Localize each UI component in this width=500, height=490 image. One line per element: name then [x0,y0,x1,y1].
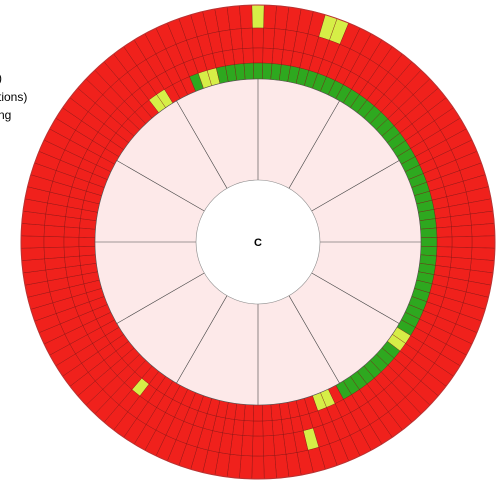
spoke [116,160,205,212]
ring-segment [262,420,274,437]
ring-segment [43,225,65,238]
ring-segment [262,62,273,80]
ring-segment [253,62,263,80]
ring-segment [241,27,254,49]
ring-segment [78,227,96,238]
spoke [176,100,228,189]
ring-segment [252,435,264,457]
ring-segment [252,47,264,64]
ring-segment [471,223,496,237]
ring-segment [63,246,80,258]
ring-segment [79,254,97,266]
center-label: C [254,237,262,249]
ring-segment [419,218,437,230]
ring-segment [451,236,473,248]
spoke [288,100,340,189]
ring-segment [243,62,254,80]
ring-segment [253,404,263,422]
ring-segment [436,246,453,258]
ring-segment [420,227,438,238]
ring-segment [234,63,246,81]
ring-segment [262,47,274,64]
ring-segment [252,420,264,437]
ring-segment [263,4,277,29]
ring-segment [270,403,282,421]
ring-segment [451,246,473,259]
ring-segment [271,419,284,436]
rings [20,4,496,480]
ring-segment [252,27,264,49]
center-hole [195,179,321,305]
ring-segment [64,255,81,268]
spoke [288,295,340,384]
ring-segment [20,247,45,261]
ring-segment [420,237,438,247]
spoke [311,272,400,324]
spoke [311,160,400,212]
ring-segment [436,226,453,238]
ring-segment [78,237,96,247]
ring-segment [20,235,45,249]
ring-segment [43,246,65,259]
ring-segment [63,236,80,248]
spoke [116,272,205,324]
spokes [95,79,421,405]
ring-segment [78,246,96,257]
outer-outline [20,4,496,480]
ring-segment [20,223,45,237]
legend-item: tions) [0,90,27,104]
ring-segment [435,216,452,229]
ring-segment [239,455,253,480]
ring-segment [43,236,65,248]
ring-segment [243,404,254,422]
legend-item: ng [0,108,11,122]
ring-segment [242,420,254,437]
ring-segment [251,4,265,29]
ring-segment [263,455,277,480]
ring-segment [262,435,275,457]
spoke [176,295,228,384]
ring-segment [63,226,80,238]
ring-segment [420,246,438,257]
ring-segment [239,4,253,29]
ring-segment [251,455,265,480]
ring-segment [471,235,496,249]
ring-segment [471,247,496,261]
ring-segment [232,48,245,65]
ring-segment [262,404,273,422]
ring-segment [262,27,275,49]
ring-segment [451,225,473,238]
ring-segment [242,47,254,64]
ring-segment [436,236,453,248]
legend-item: ) [0,71,2,85]
ring-segment [241,435,254,457]
